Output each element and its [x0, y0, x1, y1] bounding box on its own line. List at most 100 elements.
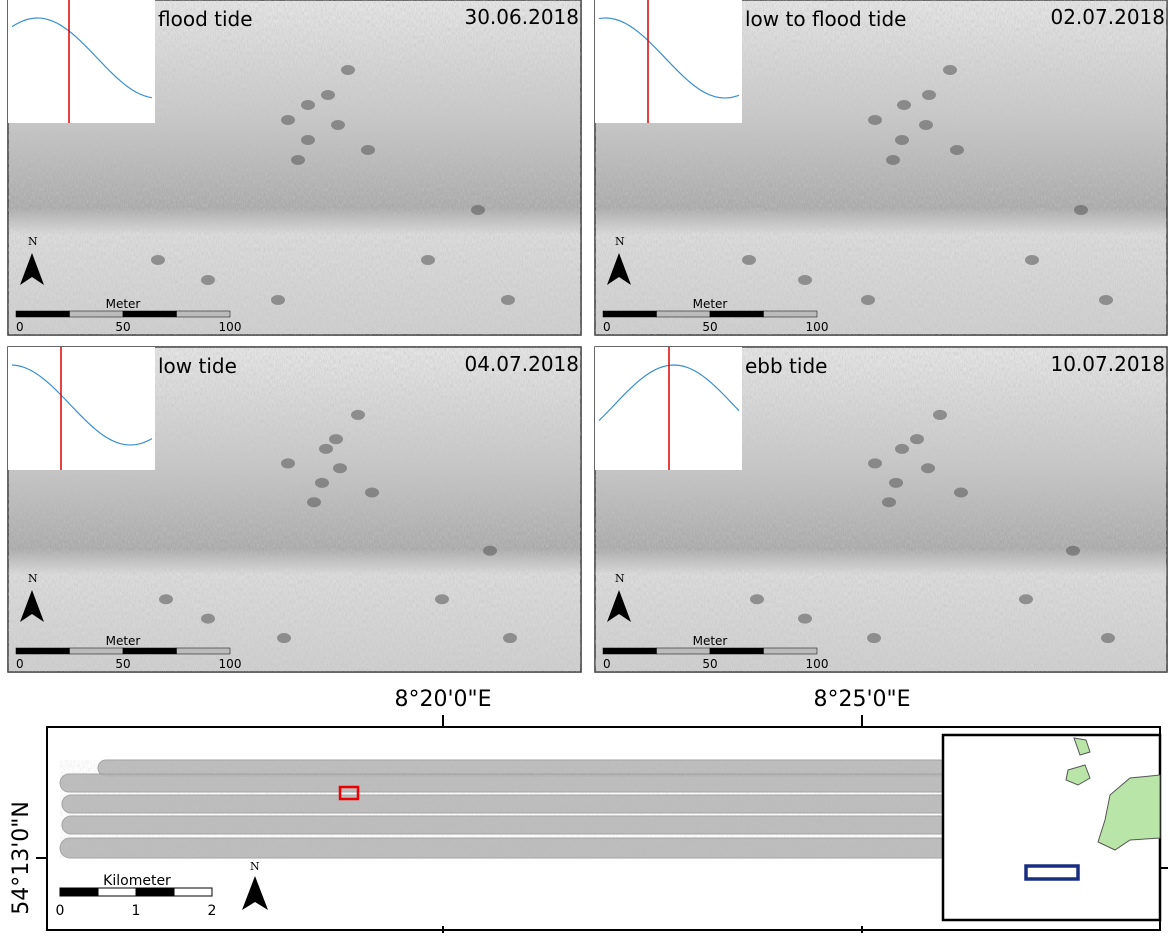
target-blob — [435, 594, 449, 605]
target-blob — [291, 155, 305, 165]
target-blob — [750, 594, 764, 605]
scale-tick-label: 100 — [806, 657, 829, 671]
target-blob — [1025, 255, 1039, 265]
target-blob — [301, 100, 315, 110]
land — [1073, 737, 1091, 756]
target-blob — [1019, 594, 1033, 605]
scale-label: Meter — [106, 634, 141, 648]
swath-noise — [60, 760, 950, 858]
target-blob — [954, 487, 968, 498]
scale-tick-label: 0 — [56, 903, 65, 919]
target-blob — [933, 409, 947, 420]
target-blob — [421, 255, 435, 265]
target-blob — [950, 145, 964, 155]
target-blob — [867, 633, 881, 644]
scale-tick-label: 2 — [208, 903, 217, 919]
date: 30.06.2018 — [464, 5, 579, 29]
date: 04.07.2018 — [464, 352, 579, 376]
target-blob — [897, 100, 911, 110]
date: 02.07.2018 — [1050, 5, 1165, 29]
target-blob — [1099, 295, 1113, 305]
target-blob — [882, 497, 896, 508]
sonar-panel: flood tide 30.06.2018 N Meter 0 50 100 — [7, 0, 582, 336]
target-blob — [868, 115, 882, 125]
north-arrow — [20, 590, 44, 622]
scale-segment — [602, 647, 657, 655]
target-blob — [201, 613, 215, 624]
scale-segment — [176, 647, 231, 655]
scale-segment — [763, 310, 818, 318]
target-blob — [321, 90, 335, 100]
scale-tick-label: 50 — [702, 657, 717, 671]
target-blob — [351, 409, 365, 420]
scale-segment — [59, 887, 99, 897]
lat-label: 54°13'0"N — [9, 801, 34, 915]
scale-segment — [173, 887, 213, 897]
north-label: N — [615, 572, 625, 585]
scale-tick-label: 0 — [16, 657, 24, 671]
target-blob — [307, 497, 321, 508]
target-blob — [1066, 545, 1080, 556]
target-blob — [1074, 205, 1088, 215]
scale-label: Kilometer — [103, 873, 171, 889]
target-blob — [921, 463, 935, 474]
target-blob — [798, 275, 812, 285]
scale-segment — [69, 310, 124, 318]
target-blob — [919, 120, 933, 130]
target-blob — [331, 120, 345, 130]
target-blob — [159, 594, 173, 605]
scale-tick-label: 0 — [16, 320, 24, 334]
land — [1097, 774, 1161, 851]
north-label: N — [28, 572, 38, 585]
north-label: N — [250, 860, 260, 873]
target-blob — [329, 434, 343, 445]
scale-tick-label: 50 — [115, 657, 130, 671]
target-blob — [301, 135, 315, 145]
tide-phase: flood tide — [158, 7, 253, 31]
target-blob — [365, 487, 379, 498]
scale-segment — [15, 647, 70, 655]
scale-segment — [656, 310, 711, 318]
target-blob — [271, 295, 285, 305]
north-label: N — [615, 235, 625, 248]
target-blob — [281, 115, 295, 125]
target-blob — [503, 633, 517, 644]
tide-inset — [8, 347, 155, 470]
target-blob — [943, 65, 957, 75]
target-blob — [151, 255, 165, 265]
north-arrow — [242, 876, 268, 910]
survey-area-marker — [1024, 864, 1080, 881]
target-blob — [1101, 633, 1115, 644]
scale-tick-label: 0 — [603, 320, 611, 334]
target-blob — [333, 463, 347, 474]
scale-segment — [122, 310, 177, 318]
target-blob — [886, 155, 900, 165]
target-blob — [341, 65, 355, 75]
scale-tick-label: 50 — [115, 320, 130, 334]
target-blob — [201, 275, 215, 285]
target-blob — [277, 633, 291, 644]
scale-segment — [763, 647, 818, 655]
target-blob — [868, 458, 882, 469]
target-blob — [922, 90, 936, 100]
tide-inset — [8, 0, 155, 123]
scale-tick-label: 100 — [806, 320, 829, 334]
scale-segment — [656, 647, 711, 655]
scale-tick-label: 100 — [219, 320, 242, 334]
target-blob — [889, 477, 903, 488]
target-blob — [501, 295, 515, 305]
scale-tick-label: 1 — [132, 903, 141, 919]
target-blob — [483, 545, 497, 556]
tide-curve — [598, 17, 740, 99]
target-blob — [319, 443, 333, 454]
scale-label: Meter — [693, 297, 728, 311]
tide-curve — [11, 17, 153, 99]
target-blob — [910, 434, 924, 445]
tide-phase: low tide — [158, 354, 237, 378]
target-blob — [895, 135, 909, 145]
scale-tick-label: 100 — [219, 657, 242, 671]
north-arrow — [607, 590, 631, 622]
date: 10.07.2018 — [1050, 352, 1165, 376]
north-arrow — [20, 253, 44, 285]
